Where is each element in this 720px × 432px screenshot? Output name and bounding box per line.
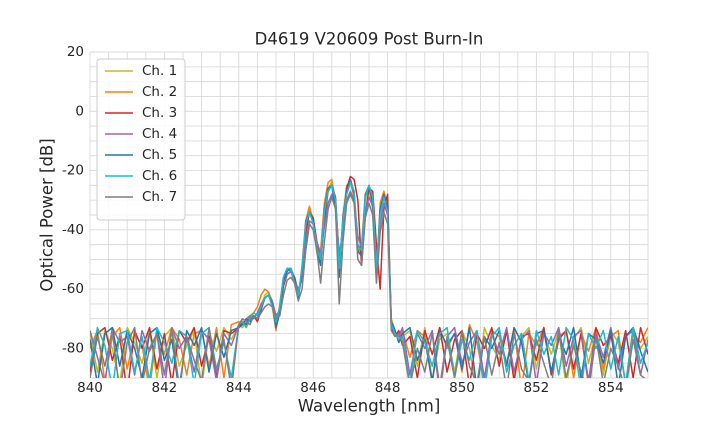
y-tick-label: -40 bbox=[62, 222, 84, 238]
legend-label: Ch. 4 bbox=[142, 126, 177, 142]
x-tick-label: 844 bbox=[226, 380, 252, 396]
legend-label: Ch. 7 bbox=[142, 189, 177, 205]
y-tick-label: -20 bbox=[62, 163, 84, 179]
chart-title: D4619 V20609 Post Burn-In bbox=[255, 30, 484, 49]
y-tick-label: -60 bbox=[62, 281, 84, 297]
x-tick-label: 850 bbox=[449, 380, 475, 396]
x-tick-label: 852 bbox=[524, 380, 550, 396]
legend-label: Ch. 2 bbox=[142, 84, 177, 100]
legend-label: Ch. 6 bbox=[142, 168, 177, 184]
y-tick-label: 0 bbox=[75, 103, 84, 119]
legend-label: Ch. 3 bbox=[142, 105, 177, 121]
y-tick-label: 20 bbox=[67, 44, 84, 60]
plot-lines bbox=[90, 175, 648, 378]
x-tick-label: 842 bbox=[152, 380, 178, 396]
y-axis-label: Optical Power [dB] bbox=[38, 138, 57, 291]
x-tick-label: 846 bbox=[300, 380, 326, 396]
y-tick-label: -80 bbox=[62, 340, 84, 356]
x-tick-label: 854 bbox=[598, 380, 624, 396]
legend-frame bbox=[96, 58, 186, 221]
series-line bbox=[90, 193, 646, 378]
legend-label: Ch. 1 bbox=[142, 63, 177, 79]
x-tick-label: 848 bbox=[375, 380, 401, 396]
legend-label: Ch. 5 bbox=[142, 147, 177, 163]
legend: Ch. 1 Ch. 2 Ch. 3 Ch. 4 Ch. 5 Ch. 6 Ch. 7 bbox=[96, 58, 186, 221]
x-tick-label: 840 bbox=[77, 380, 103, 396]
x-axis-label: Wavelength [nm] bbox=[298, 397, 441, 416]
tick-labels: 840 842 844 846 848 850 852 854 20 0 -20 -40 -60 -80 bbox=[62, 44, 624, 396]
